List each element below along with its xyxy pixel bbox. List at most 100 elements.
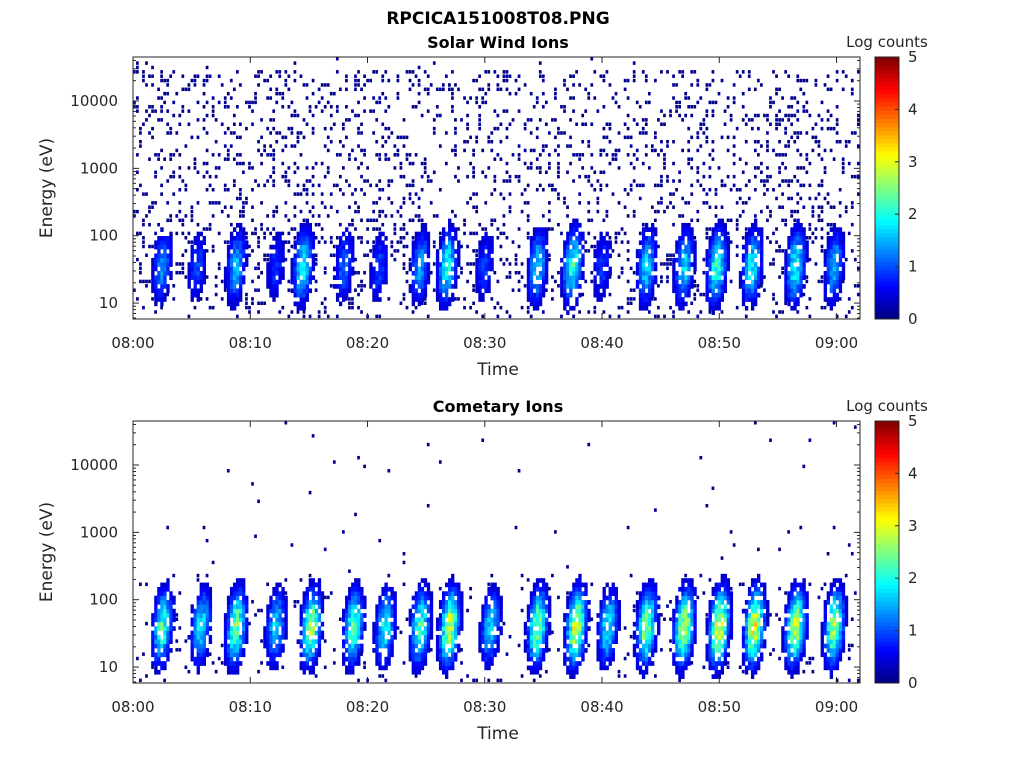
- colorbar-segment: [875, 429, 899, 434]
- colorbar-tick-label: 5: [908, 412, 918, 430]
- colorbar-segment: [875, 642, 899, 647]
- figure-title: RPCICA151008T08.PNG: [386, 9, 609, 29]
- colorbar-segment: [875, 592, 899, 598]
- panel-solar-wind-ions: Solar Wind Ions 08:00 08:10 08:20 08:30 08:4…: [37, 33, 928, 380]
- colorbar-segment: [875, 433, 899, 438]
- x-tick-label: 08:40: [580, 334, 623, 352]
- x-tick-label: 08:20: [346, 698, 389, 716]
- y-axis-label: Energy (eV): [37, 502, 57, 602]
- spectrogram-cells: [133, 57, 860, 319]
- x-axis-label: Time: [476, 724, 519, 744]
- colorbar-segment: [875, 237, 899, 242]
- colorbar-label: Log counts: [846, 397, 928, 415]
- colorbar-segment: [875, 560, 899, 565]
- colorbar-segment: [875, 93, 899, 99]
- colorbar-segment: [875, 286, 899, 291]
- colorbar-segment: [875, 552, 899, 557]
- x-tick-label: 08:10: [229, 698, 272, 716]
- colorbar-segment: [875, 310, 899, 316]
- colorbar-segment: [875, 73, 899, 78]
- colorbar-segment: [875, 474, 899, 479]
- colorbar-segment: [875, 220, 899, 226]
- x-tick-label: 08:30: [463, 334, 506, 352]
- colorbar-segment: [875, 106, 899, 111]
- colorbar-segment: [875, 531, 899, 537]
- colorbar-segment: [875, 498, 899, 504]
- colorbar-segment: [875, 576, 899, 582]
- colorbar-segment: [875, 155, 899, 160]
- colorbar-segment: [875, 437, 899, 442]
- colorbar-segment: [875, 584, 899, 590]
- colorbar-segment: [875, 637, 899, 643]
- x-tick-label: 08:40: [580, 698, 623, 716]
- colorbar-segment: [875, 461, 899, 467]
- colorbar-segment: [875, 257, 899, 263]
- y-tick-label: 10: [99, 658, 118, 676]
- colorbar-label: Log counts: [846, 33, 928, 51]
- colorbar-segment: [875, 662, 899, 668]
- y-axis-label: Energy (eV): [37, 138, 57, 238]
- colorbar-segment: [875, 523, 899, 528]
- colorbar-segment: [875, 167, 899, 173]
- y-axis-ticks: 10 100 1000 10000: [70, 423, 860, 683]
- colorbar-segment: [875, 445, 899, 451]
- colorbar-segment: [875, 457, 899, 463]
- colorbar-segment: [875, 580, 899, 586]
- x-tick-label: 08:20: [346, 334, 389, 352]
- x-tick-label: 08:10: [229, 334, 272, 352]
- y-tick-label: 1000: [80, 523, 118, 541]
- colorbar-segment: [875, 175, 899, 181]
- x-axis-ticks: 08:00 08:10 08:20 08:30 08:40 08:50 09:00: [111, 57, 858, 352]
- colorbar-tick-label: 4: [908, 464, 918, 482]
- colorbar-segment: [875, 241, 899, 246]
- colorbar-segment: [875, 314, 899, 320]
- colorbar-segment: [875, 89, 899, 95]
- x-axis-ticks: 08:00 08:10 08:20 08:30 08:40 08:50 09:00: [111, 421, 858, 716]
- colorbar-segment: [875, 654, 899, 659]
- y-tick-label: 10: [99, 294, 118, 312]
- x-axis-label: Time: [476, 360, 519, 380]
- y-tick-label: 10000: [70, 456, 118, 474]
- colorbar-segment: [875, 506, 899, 512]
- colorbar-segment: [875, 212, 899, 218]
- colorbar-tick-label: 5: [908, 48, 918, 66]
- colorbar-segment: [875, 81, 899, 87]
- colorbar-segment: [875, 138, 899, 144]
- colorbar-segment: [875, 613, 899, 618]
- colorbar-segment: [875, 65, 899, 70]
- colorbar-segment: [875, 629, 899, 635]
- colorbar-segment: [875, 519, 899, 524]
- colorbar-segment: [875, 249, 899, 254]
- colorbar-segment: [875, 216, 899, 222]
- colorbar-segment: [875, 196, 899, 201]
- x-tick-label: 08:30: [463, 698, 506, 716]
- colorbar-tick-label: 1: [908, 258, 918, 276]
- colorbar-segment: [875, 658, 899, 663]
- colorbar-segment: [875, 265, 899, 271]
- colorbar-tick-label: 4: [908, 100, 918, 118]
- colorbar-tick-label: 2: [908, 569, 918, 587]
- colorbar-segment: [875, 163, 899, 168]
- colorbar-frame: [874, 420, 900, 684]
- colorbar-segment: [875, 527, 899, 532]
- colorbar-segment: [875, 188, 899, 193]
- colorbar-segment: [875, 233, 899, 238]
- colorbar-segment: [875, 183, 899, 189]
- y-tick-label: 100: [89, 591, 118, 609]
- colorbar-segment: [875, 224, 899, 230]
- colorbar-segment: [875, 208, 899, 213]
- colorbar-segment: [875, 85, 899, 91]
- colorbar-segment: [875, 572, 899, 577]
- colorbar-segment: [875, 261, 899, 267]
- colorbar-tick-label: 3: [908, 517, 918, 535]
- colorbar-segment: [875, 57, 899, 62]
- panel-title: Cometary Ions: [433, 397, 563, 416]
- colorbar-segment: [875, 535, 899, 541]
- colorbar-segment: [875, 130, 899, 136]
- colorbar-segment: [875, 110, 899, 115]
- colorbar-segment: [875, 171, 899, 177]
- colorbar-segment: [875, 511, 899, 516]
- colorbar-segment: [875, 282, 899, 287]
- colorbar-segment: [875, 77, 899, 82]
